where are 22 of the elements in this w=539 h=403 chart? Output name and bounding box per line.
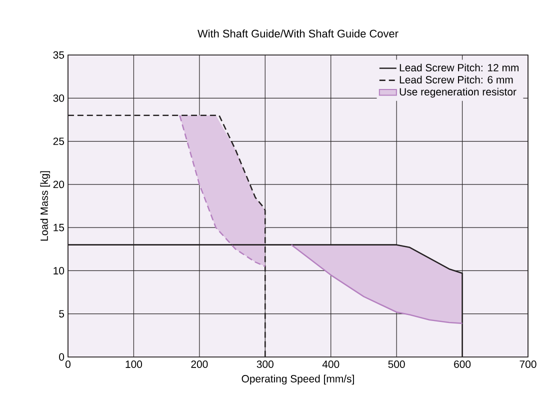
x-tick-label: 400 <box>322 360 340 368</box>
legend-label: Lead Screw Pitch: 6 mm <box>400 76 513 84</box>
y-tick-label: 35 <box>53 51 64 59</box>
x-tick-label: 600 <box>454 360 471 368</box>
y-tick-label: 25 <box>53 138 64 145</box>
y-tick-label: 15 <box>54 224 64 232</box>
x-tick-label: 500 <box>388 360 405 368</box>
y-axis-title: Load Mass [kg] <box>40 171 50 241</box>
x-axis-title: Operating Speed [mm/s] <box>242 374 354 385</box>
legend-label: Use regeneration resistor <box>400 88 516 98</box>
x-tick-label: 100 <box>126 360 142 368</box>
x-tick-label: 300 <box>256 360 274 368</box>
y-tick-label: 5 <box>59 310 64 318</box>
chart-title: With Shaft Guide/With Shaft Guide Cover <box>198 29 398 38</box>
legend-label: Lead Screw Pitch: 12 mm <box>400 64 519 72</box>
x-tick-label: 0 <box>66 360 70 368</box>
y-tick-label: 30 <box>53 94 64 102</box>
y-tick-label: 0 <box>59 353 64 361</box>
x-tick-label: 700 <box>520 360 536 368</box>
y-tick-label: 20 <box>53 180 64 188</box>
y-tick-label: 10 <box>54 267 64 274</box>
x-tick-label: 200 <box>191 360 208 368</box>
